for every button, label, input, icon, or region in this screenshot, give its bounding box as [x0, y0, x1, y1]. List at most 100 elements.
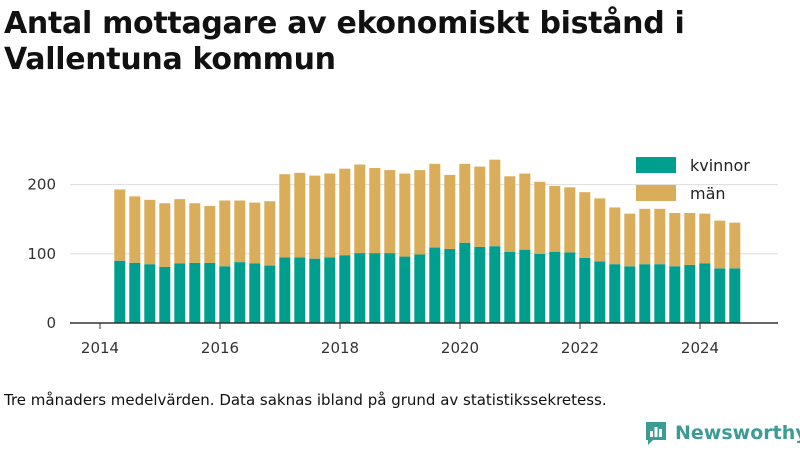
- bar-kvinnor: [114, 260, 126, 323]
- bar-man: [114, 189, 126, 261]
- axes: 0 100 200 2014 2016 2018 2020 2022 2024: [27, 176, 778, 357]
- bar-man: [459, 163, 471, 243]
- bar-kvinnor: [369, 253, 381, 323]
- bar-kvinnor: [249, 263, 261, 323]
- bar-man: [594, 198, 606, 262]
- y-tick-label: 100: [27, 245, 56, 263]
- bar-man: [339, 168, 351, 256]
- bar-kvinnor: [564, 252, 576, 323]
- bar-man: [624, 213, 636, 267]
- x-tick-label: 2020: [441, 339, 479, 357]
- bar-kvinnor: [174, 263, 186, 323]
- bar-kvinnor: [444, 248, 456, 323]
- legend-swatch-kvinnor: [636, 157, 676, 173]
- bars: [114, 159, 741, 323]
- bar-man: [189, 203, 201, 263]
- bar-kvinnor: [714, 268, 726, 323]
- legend-swatch-man: [636, 185, 676, 201]
- bar-kvinnor: [504, 251, 516, 323]
- bar-man: [504, 176, 516, 252]
- bar-man: [414, 170, 426, 255]
- y-tick-label: 0: [46, 314, 56, 332]
- legend-item-kvinnor: kvinnor: [636, 151, 750, 179]
- bar-kvinnor: [219, 266, 231, 323]
- legend-item-man: män: [636, 179, 750, 207]
- bar-man: [699, 213, 711, 264]
- bar-kvinnor: [459, 242, 471, 323]
- bar-kvinnor: [144, 264, 156, 323]
- bar-man: [639, 208, 651, 265]
- bar-kvinnor: [204, 262, 216, 323]
- bar-kvinnor: [609, 264, 621, 323]
- footnote: Tre månaders medelvärden. Data saknas ib…: [4, 391, 607, 409]
- bar-kvinnor: [309, 258, 321, 323]
- bar-man: [159, 203, 171, 267]
- bar-man: [564, 187, 576, 253]
- bar-kvinnor: [339, 255, 351, 323]
- newsworthy-logo-icon: [646, 422, 666, 445]
- bar-man: [369, 167, 381, 254]
- brand-name: Newsworthy: [675, 422, 800, 444]
- bar-man: [384, 170, 396, 254]
- bar-man: [489, 159, 501, 247]
- bar-kvinnor: [474, 246, 486, 323]
- legend-label-man: män: [690, 183, 726, 203]
- bar-man: [204, 206, 216, 263]
- bar-kvinnor: [579, 257, 591, 323]
- x-tick-label: 2024: [681, 339, 719, 357]
- bar-man: [279, 174, 291, 258]
- bar-kvinnor: [384, 253, 396, 323]
- bar-man: [294, 172, 306, 258]
- bar-man: [354, 164, 366, 254]
- bar-kvinnor: [234, 262, 246, 323]
- bar-man: [714, 220, 726, 269]
- x-tick-label: 2022: [561, 339, 599, 357]
- bar-man: [684, 212, 696, 265]
- bar-kvinnor: [669, 266, 681, 323]
- chart-title: Antal mottagare av ekonomiskt bistånd i …: [4, 6, 685, 77]
- bar-man: [399, 173, 411, 257]
- bar-man: [609, 207, 621, 265]
- bar-kvinnor: [684, 264, 696, 323]
- bar-man: [324, 173, 336, 258]
- legend: kvinnor män: [636, 151, 750, 207]
- bar-kvinnor: [264, 265, 276, 323]
- bar-man: [579, 192, 591, 258]
- bar-kvinnor: [429, 247, 441, 323]
- bar-man: [264, 201, 276, 266]
- bar-kvinnor: [189, 262, 201, 323]
- bar-kvinnor: [324, 257, 336, 323]
- bar-man: [129, 196, 141, 263]
- bar-kvinnor: [519, 249, 531, 323]
- bar-kvinnor: [414, 254, 426, 323]
- bar-man: [474, 166, 486, 247]
- x-tick-label: 2018: [321, 339, 359, 357]
- bar-man: [534, 181, 546, 254]
- bar-kvinnor: [294, 257, 306, 323]
- bar-kvinnor: [549, 251, 561, 323]
- bar-kvinnor: [624, 266, 636, 323]
- bar-kvinnor: [654, 264, 666, 323]
- bar-man: [444, 174, 456, 249]
- bar-kvinnor: [489, 246, 501, 323]
- x-tick-label: 2014: [81, 339, 119, 357]
- bar-kvinnor: [279, 257, 291, 323]
- brand: Newsworthy: [644, 420, 800, 446]
- bar-kvinnor: [399, 256, 411, 323]
- bar-kvinnor: [639, 264, 651, 323]
- bar-man: [219, 200, 231, 267]
- bar-man: [234, 200, 246, 263]
- bar-man: [729, 222, 741, 269]
- bar-man: [654, 208, 666, 265]
- bar-kvinnor: [534, 253, 546, 323]
- y-tick-label: 200: [27, 176, 56, 194]
- bar-man: [549, 185, 561, 252]
- bar-kvinnor: [129, 262, 141, 323]
- legend-label-kvinnor: kvinnor: [690, 155, 750, 175]
- bar-kvinnor: [594, 261, 606, 323]
- bar-man: [144, 199, 156, 265]
- bar-man: [429, 163, 441, 248]
- bar-man: [309, 175, 321, 259]
- x-tick-label: 2016: [201, 339, 239, 357]
